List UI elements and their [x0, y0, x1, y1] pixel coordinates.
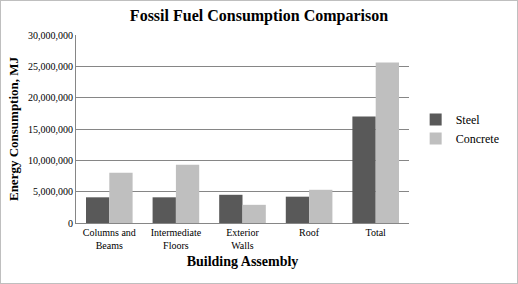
svg-text:0: 0: [68, 218, 73, 229]
svg-text:5,000,000: 5,000,000: [33, 186, 73, 197]
svg-text:10,000,000: 10,000,000: [28, 155, 73, 166]
svg-text:Columns andBeams: Columns andBeams: [83, 227, 136, 251]
svg-text:Fossil Fuel Consumption Compar: Fossil Fuel Consumption Comparison: [130, 7, 388, 25]
svg-text:Building Assembly: Building Assembly: [187, 254, 299, 269]
svg-text:ExteriorWalls: ExteriorWalls: [226, 227, 259, 251]
svg-text:Steel: Steel: [456, 113, 481, 127]
svg-text:Total: Total: [365, 227, 386, 238]
svg-text:Concrete: Concrete: [456, 132, 499, 146]
svg-text:30,000,000: 30,000,000: [28, 30, 73, 41]
svg-text:20,000,000: 20,000,000: [28, 92, 73, 103]
svg-text:Energy Consumption, MJ: Energy Consumption, MJ: [6, 56, 21, 201]
svg-text:15,000,000: 15,000,000: [28, 124, 73, 135]
svg-text:Roof: Roof: [299, 227, 320, 238]
svg-text:25,000,000: 25,000,000: [28, 61, 73, 72]
svg-text:IntermediateFloors: IntermediateFloors: [151, 227, 202, 251]
